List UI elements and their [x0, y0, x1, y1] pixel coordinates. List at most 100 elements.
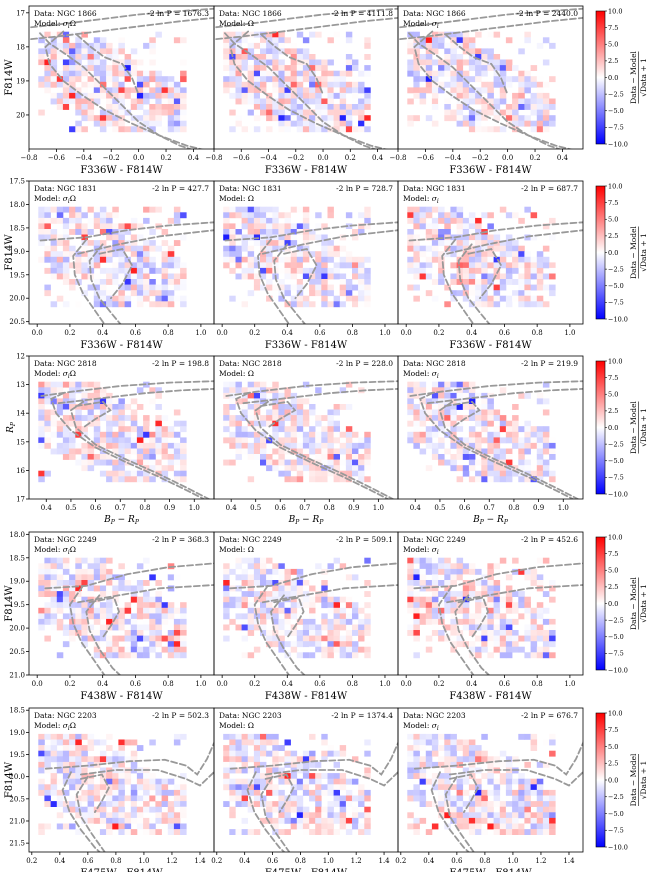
heatmap-cell [407, 563, 414, 570]
heatmap-cell [149, 267, 156, 274]
colorbar-tick-label: −2.5 [608, 793, 624, 801]
heatmap-cell [62, 392, 70, 399]
heatmap-cell [99, 120, 107, 127]
heatmap-cell [161, 442, 169, 449]
heatmap-cell [260, 206, 267, 213]
heatmap-cell [93, 217, 101, 224]
heatmap-cell [321, 596, 328, 603]
heatmap-cell [425, 409, 433, 416]
heatmap-cell [499, 415, 507, 421]
heatmap-cell [431, 381, 439, 388]
heatmap-cell [106, 613, 113, 620]
heatmap-cell [69, 602, 76, 609]
heatmap-cell [425, 465, 433, 472]
heatmap-cell [333, 801, 340, 807]
heatmap-cell [468, 801, 476, 807]
heatmap-cell [518, 778, 525, 785]
heatmap-cell [62, 31, 70, 38]
colorbar-tick-label: 5.0 [608, 743, 618, 751]
heatmap-cell [530, 574, 538, 581]
heatmap-cell [444, 409, 451, 416]
heatmap-cell [309, 789, 316, 796]
heatmap-cell [56, 823, 64, 830]
heatmap-cell [167, 115, 175, 122]
heatmap-cell [493, 81, 501, 88]
heatmap-cell [87, 778, 95, 785]
heatmap-cell [450, 795, 457, 802]
isochrone-curves [398, 7, 583, 149]
heatmap-cell [149, 76, 156, 83]
heatmap-cell [235, 420, 242, 427]
heatmap-cell [450, 81, 457, 88]
heatmap-cell [93, 568, 101, 575]
heatmap-cell [81, 262, 88, 269]
heatmap-cell [241, 591, 248, 597]
heatmap-cell [284, 87, 291, 94]
heatmap-cell [173, 37, 181, 44]
heatmap-cell [407, 773, 414, 779]
heatmap-cell [253, 801, 261, 807]
heatmap-cell [278, 767, 285, 774]
heatmap-cell [180, 823, 187, 830]
heatmap-cell [419, 761, 427, 768]
heatmap-cell [352, 81, 359, 88]
heatmap-cell [475, 596, 482, 603]
heatmap-cell [290, 761, 298, 768]
colorbar-tick-label: −10.0 [608, 666, 628, 674]
heatmap-cell [99, 126, 107, 133]
heatmap-cell [475, 87, 482, 94]
heatmap-cell [290, 476, 298, 483]
heatmap-cell [81, 795, 88, 802]
heatmap-cell [468, 618, 476, 625]
heatmap-cell [487, 301, 494, 308]
heatmap-cell [136, 635, 144, 642]
heatmap-cell [475, 618, 482, 625]
heatmap-cell [296, 476, 304, 483]
heatmap-cell [321, 98, 328, 105]
heatmap-cell [450, 398, 457, 405]
heatmap-cell [87, 437, 95, 444]
heatmap-cell [173, 240, 181, 246]
heatmap-cell [173, 465, 181, 472]
heatmap-cell [524, 574, 531, 581]
heatmap-cell [143, 454, 150, 460]
heatmap-cell [431, 251, 439, 258]
heatmap-cell [130, 739, 138, 746]
heatmap-cell [438, 217, 445, 224]
heatmap-cell [143, 470, 150, 477]
heatmap-cell [456, 465, 464, 472]
heatmap-cell [50, 624, 58, 631]
heatmap-cell [284, 104, 291, 110]
heatmap-cell [407, 624, 414, 631]
heatmap-cell [481, 104, 488, 110]
heatmap-cell [93, 279, 101, 285]
heatmap-cell [149, 92, 156, 99]
heatmap-cell [229, 415, 236, 421]
heatmap-cell [407, 607, 414, 614]
heatmap-cell [487, 409, 494, 416]
heatmap-cell [56, 448, 64, 455]
heatmap-cell [87, 557, 95, 564]
heatmap-cell [542, 104, 550, 110]
heatmap-cell [327, 646, 334, 653]
heatmap-cell [180, 448, 187, 455]
heatmap-cell [407, 415, 414, 421]
heatmap-cell [69, 217, 76, 224]
heatmap-cell [364, 120, 371, 127]
colorbar-gradient [595, 185, 606, 320]
heatmap-cell [223, 229, 230, 235]
x-tick-label: 0.5 [434, 504, 445, 512]
heatmap-cell [260, 613, 267, 620]
data-label: Data: NGC 2818 [34, 359, 97, 368]
heatmap-cell [130, 652, 138, 659]
heatmap-cell [106, 635, 113, 642]
heatmap-cell [272, 245, 279, 252]
heatmap-cell [358, 812, 365, 819]
heatmap-cell [56, 563, 64, 570]
heatmap-cell [512, 290, 519, 297]
likelihood-label: -2 ln P = 676.7 [521, 711, 578, 720]
heatmap-cell [272, 398, 279, 405]
heatmap-cell [481, 70, 488, 77]
heatmap-cell [438, 65, 445, 71]
